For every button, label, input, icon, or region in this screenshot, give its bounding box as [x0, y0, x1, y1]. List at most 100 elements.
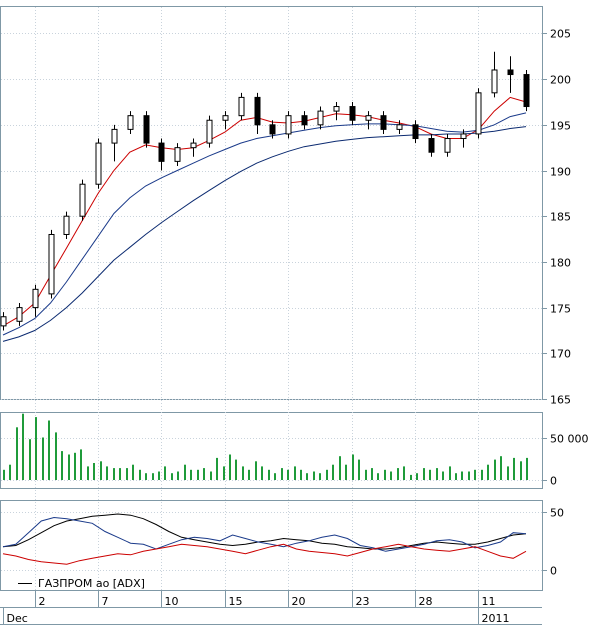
volume-bar — [242, 466, 244, 480]
volume-bar — [526, 457, 528, 480]
price-tick-label: 205 — [550, 28, 571, 41]
volume-bar — [436, 468, 438, 480]
candle-body — [380, 115, 387, 130]
volume-bar — [410, 474, 412, 480]
candle-body — [16, 307, 23, 322]
candle-body — [127, 115, 134, 130]
price-tick-label: 190 — [550, 166, 571, 179]
candle-body — [222, 115, 229, 121]
legend-label: ГАЗПРОМ ао [ADX] — [38, 577, 145, 590]
day-label: 28 — [419, 595, 433, 608]
volume-bar — [197, 469, 199, 480]
volume-bar — [132, 464, 134, 480]
candle-body — [238, 96, 245, 117]
volume-bar — [494, 459, 496, 480]
volume-bar — [9, 464, 11, 480]
candle-body — [174, 147, 181, 162]
volume-bar — [100, 461, 102, 480]
volume-bar — [106, 466, 108, 480]
month-label: Dec — [7, 612, 28, 625]
axis-layer: 2 7 10 15 20 23 28 11 Dec 2011 165 170 175 180 185 190 1… — [3, 28, 589, 625]
volume-bar — [319, 473, 321, 480]
volume-bar — [507, 466, 509, 480]
candle-body — [285, 115, 292, 135]
candle-body — [95, 142, 102, 185]
volume-bar — [223, 466, 225, 480]
candle-body — [158, 142, 165, 162]
volume-bar — [80, 449, 82, 480]
candle-body — [79, 183, 86, 217]
volume-bar — [442, 471, 444, 480]
volume-bar — [397, 468, 399, 480]
candle-body — [190, 142, 197, 149]
day-label: 2 — [39, 595, 46, 608]
volume-bar — [423, 468, 425, 480]
volume-bar — [461, 471, 463, 480]
candle-body — [349, 106, 356, 121]
volume-bar — [164, 466, 166, 480]
day-label: 11 — [482, 595, 496, 608]
candle-body — [444, 138, 451, 153]
candle-body — [412, 124, 419, 140]
candle-body — [143, 115, 150, 144]
day-label: 10 — [165, 595, 179, 608]
volume-bar — [177, 471, 179, 480]
day-label: 7 — [102, 595, 109, 608]
candle-body — [48, 233, 55, 295]
volume-bar — [255, 461, 257, 480]
volume-bar — [68, 454, 70, 480]
volume-bar — [158, 471, 160, 480]
volume-bar — [487, 464, 489, 480]
legend: ГАЗПРОМ ао [ADX] — [18, 577, 145, 590]
volume-bar — [390, 471, 392, 480]
volume-bar — [29, 439, 31, 480]
day-label: 20 — [292, 595, 306, 608]
volume-bar — [345, 464, 347, 480]
candle-body — [428, 138, 435, 153]
volume-bar — [145, 473, 147, 480]
price-tick-label: 175 — [550, 303, 571, 316]
adx-line — [2, 513, 527, 550]
price-tick-label: 180 — [550, 257, 571, 270]
candle-body — [269, 124, 276, 135]
volume-tick-label: 50 000 — [550, 433, 589, 446]
candle-body — [333, 106, 340, 112]
volume-bar — [371, 468, 373, 480]
volume-bar — [229, 454, 231, 480]
adx-layer — [2, 513, 527, 565]
volume-bar — [332, 464, 334, 480]
volume-bar — [468, 471, 470, 480]
volume-bar — [481, 469, 483, 480]
volume-bar — [119, 468, 121, 480]
volume-bar — [403, 466, 405, 480]
candle-body — [254, 96, 261, 126]
volume-bar — [42, 437, 44, 480]
candle-body — [32, 288, 39, 309]
price-tick-label: 200 — [550, 74, 571, 87]
volume-bar — [268, 469, 270, 480]
volume-bar — [113, 468, 115, 480]
volume-panel — [0, 412, 543, 489]
volume-bar — [55, 432, 57, 480]
volume-bar — [3, 469, 5, 480]
candle-body — [396, 124, 403, 130]
moving-average-line — [2, 112, 527, 336]
volume-bar — [365, 469, 367, 480]
volume-bar — [139, 469, 141, 480]
volume-bar — [235, 459, 237, 480]
volume-bar — [455, 473, 457, 480]
candle-body — [475, 92, 482, 135]
candle-body — [301, 115, 308, 126]
volume-bar — [48, 420, 50, 480]
candle-body — [507, 69, 514, 76]
price-panel — [0, 6, 543, 400]
volume-bar — [339, 456, 341, 480]
volume-bar — [74, 452, 76, 480]
volume-layer — [3, 413, 528, 480]
volume-bar — [190, 469, 192, 480]
volume-bar — [300, 469, 302, 480]
volume-bar — [203, 468, 205, 480]
candle-body — [63, 215, 70, 235]
